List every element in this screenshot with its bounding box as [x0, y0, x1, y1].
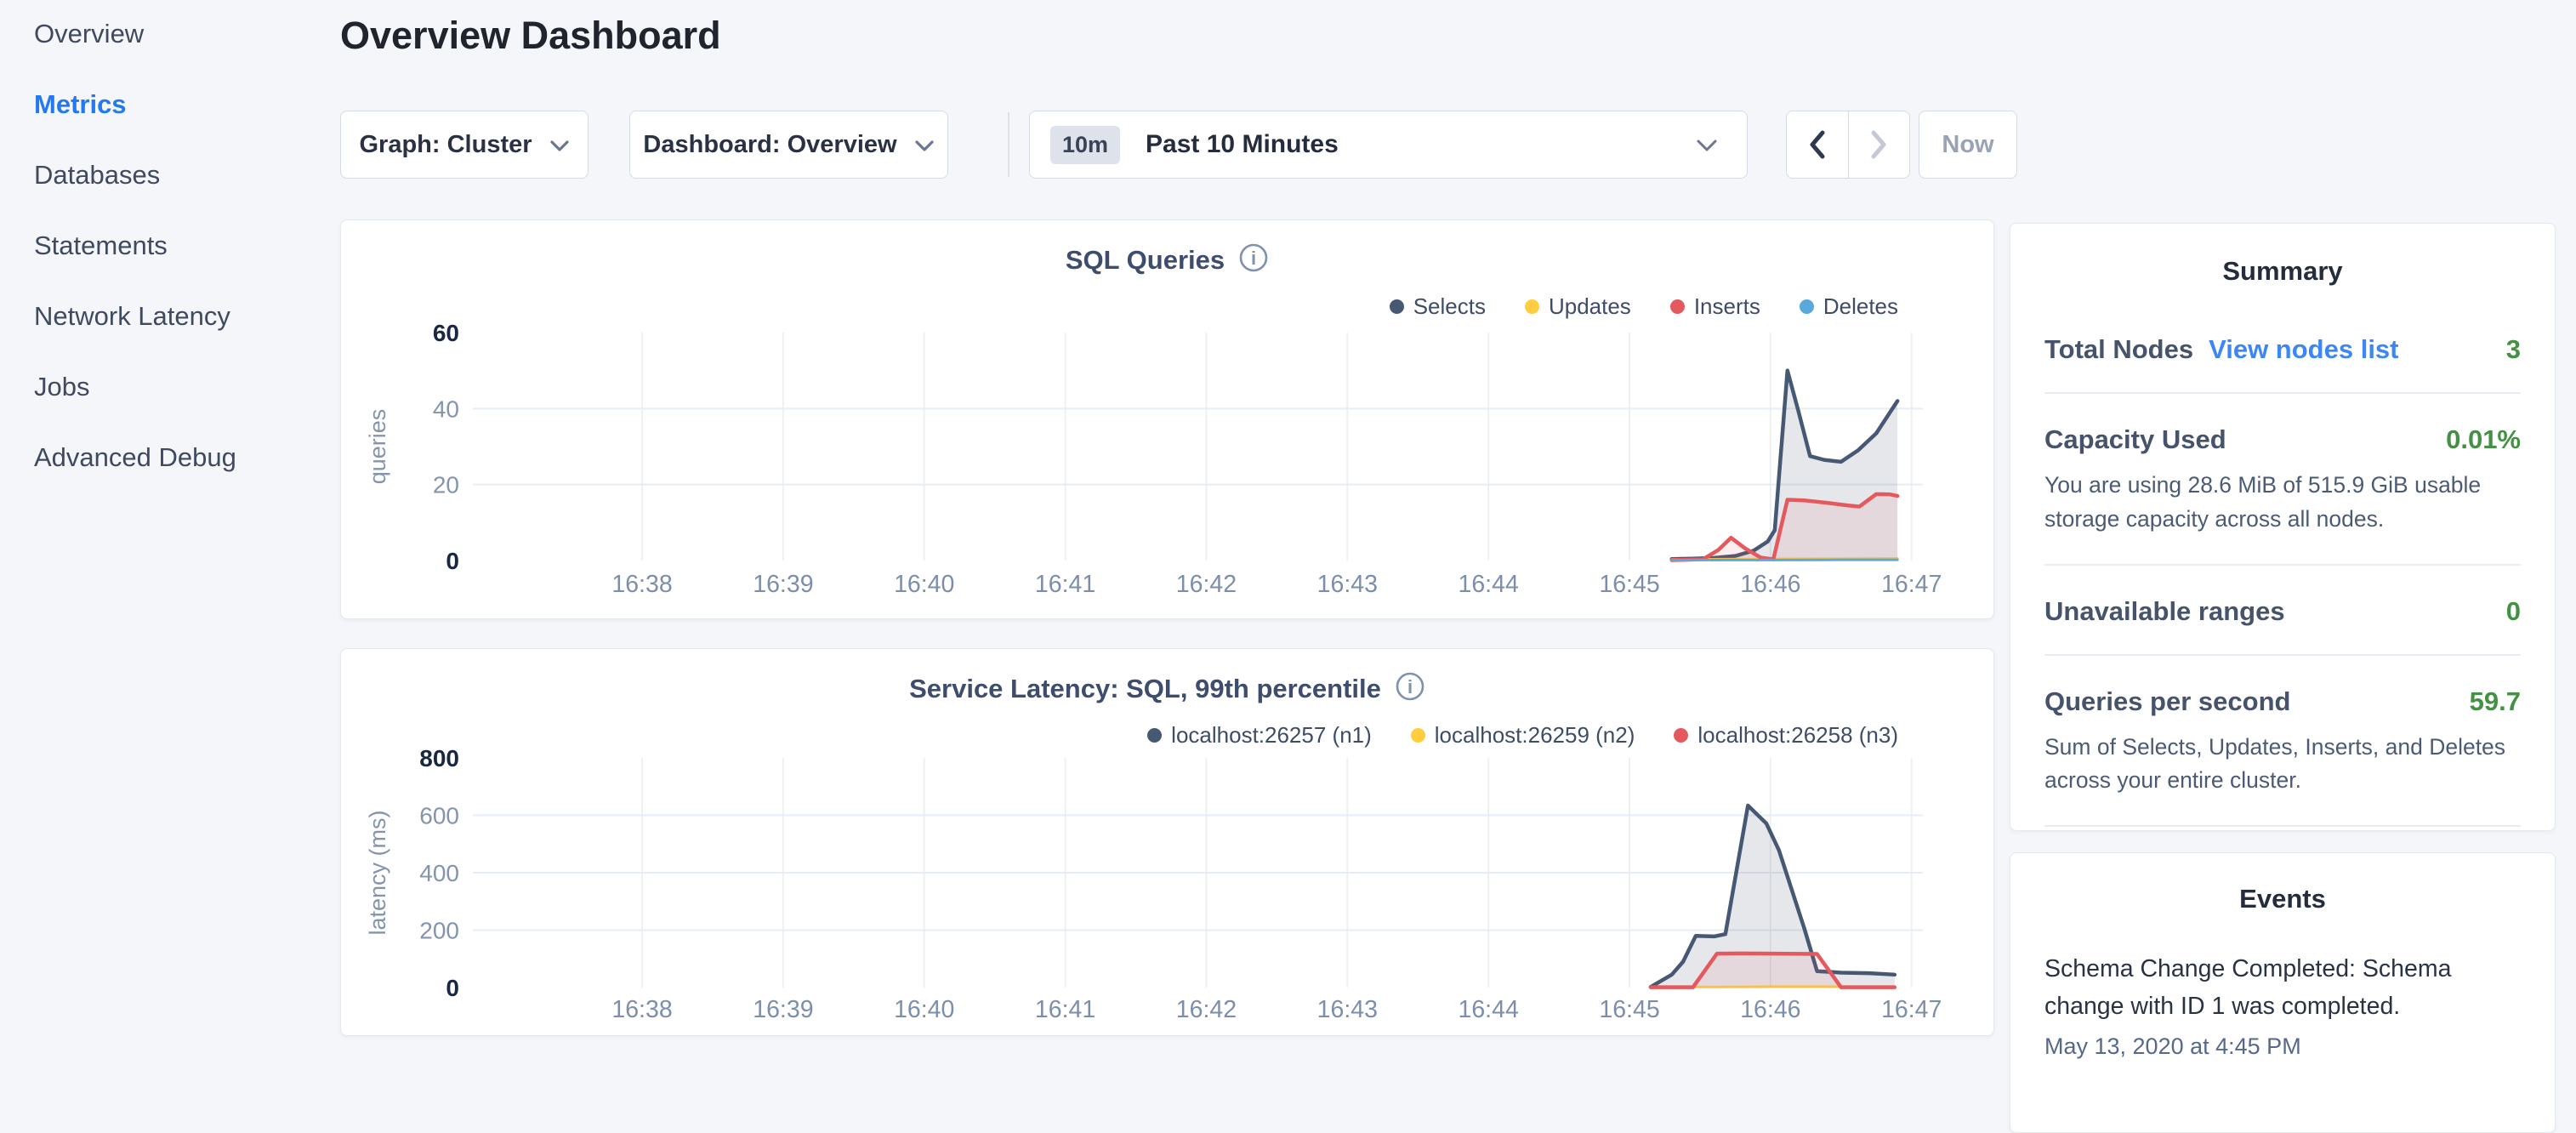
svg-text:16:45: 16:45 — [1599, 996, 1659, 1023]
sidebar-item-overview[interactable]: Overview — [34, 19, 323, 49]
svg-text:16:47: 16:47 — [1881, 571, 1942, 598]
svg-text:16:44: 16:44 — [1458, 996, 1518, 1023]
svg-text:200: 200 — [419, 918, 459, 944]
summary-row: Queries per second 59.7 — [2044, 686, 2521, 717]
svg-text:0: 0 — [446, 548, 459, 574]
summary-row-description: Sum of Selects, Updates, Inserts, and De… — [2044, 731, 2521, 799]
service-latency-chart-card: Service Latency: SQL, 99th percentile i … — [340, 648, 1994, 1036]
time-window-selector[interactable]: 10m Past 10 Minutes — [1029, 111, 1748, 179]
summary-row-value: 59.7 — [2470, 686, 2521, 717]
sidebar-item-metrics[interactable]: Metrics — [34, 89, 323, 120]
dashboard-dropdown[interactable]: Dashboard: Overview — [629, 111, 948, 179]
chevron-right-icon — [1868, 129, 1889, 160]
time-step-buttons — [1786, 111, 1910, 179]
divider — [2044, 825, 2521, 827]
sidebar: Overview Metrics Databases Statements Networ… — [34, 19, 323, 513]
svg-text:16:42: 16:42 — [1176, 996, 1237, 1023]
summary-row: Capacity Used 0.01% — [2044, 424, 2521, 455]
time-window-label: Past 10 Minutes — [1146, 130, 1339, 159]
svg-text:16:38: 16:38 — [611, 996, 672, 1023]
svg-text:16:39: 16:39 — [753, 571, 813, 598]
summary-row-label: Unavailable ranges — [2044, 596, 2285, 627]
sidebar-item-network-latency[interactable]: Network Latency — [34, 301, 323, 332]
svg-text:40: 40 — [433, 396, 459, 422]
sql-queries-plot[interactable]: 16:38 16:39 16:40 16:41 16:42 16:43 16:44 16:45… — [341, 220, 1995, 620]
svg-text:16:44: 16:44 — [1458, 571, 1518, 598]
svg-text:16:46: 16:46 — [1740, 571, 1800, 598]
svg-text:800: 800 — [419, 745, 459, 771]
sidebar-item-statements[interactable]: Statements — [34, 231, 323, 261]
svg-text:16:40: 16:40 — [894, 571, 954, 598]
svg-text:400: 400 — [419, 860, 459, 886]
chevron-left-icon — [1807, 129, 1828, 160]
svg-text:0: 0 — [446, 975, 459, 1001]
graph-dropdown[interactable]: Graph: Cluster — [340, 111, 589, 179]
time-window-badge: 10m — [1050, 126, 1120, 164]
chevron-down-icon — [914, 131, 935, 159]
svg-text:60: 60 — [433, 320, 459, 346]
svg-text:latency (ms): latency (ms) — [365, 810, 390, 935]
dashboard-dropdown-label: Dashboard: Overview — [643, 131, 896, 159]
chevron-down-icon — [549, 131, 570, 159]
step-forward-button[interactable] — [1849, 111, 1910, 178]
sql-queries-chart-card: SQL Queries i SelectsUpdatesInsertsDelet… — [340, 219, 1994, 619]
chevron-down-icon — [1696, 131, 1718, 159]
view-nodes-list-link[interactable]: View nodes list — [2209, 334, 2398, 365]
events-title: Events — [2044, 884, 2521, 914]
summary-row-value: 3 — [2506, 334, 2521, 365]
svg-text:16:42: 16:42 — [1176, 571, 1237, 598]
summary-row-label: Queries per second — [2044, 686, 2290, 717]
controls-divider — [1008, 112, 1009, 177]
svg-text:16:43: 16:43 — [1317, 571, 1378, 598]
event-text: Schema Change Completed: Schema change w… — [2044, 950, 2521, 1025]
svg-text:600: 600 — [419, 803, 459, 829]
summary-title: Summary — [2044, 256, 2521, 287]
svg-text:16:40: 16:40 — [894, 996, 954, 1023]
svg-text:16:43: 16:43 — [1317, 996, 1378, 1023]
svg-text:16:41: 16:41 — [1035, 996, 1095, 1023]
divider — [2044, 392, 2521, 394]
summary-row: Unavailable ranges 0 — [2044, 596, 2521, 627]
service-latency-plot[interactable]: 16:38 16:39 16:40 16:41 16:42 16:43 16:44 16:45… — [341, 649, 1995, 1037]
events-panel: Events Schema Change Completed: Schema c… — [2010, 852, 2556, 1133]
summary-row-label: Capacity Used — [2044, 424, 2226, 455]
page-title: Overview Dashboard — [340, 14, 721, 58]
divider — [2044, 654, 2521, 656]
now-button[interactable]: Now — [1919, 111, 2017, 179]
summary-row-value: 0.01% — [2446, 424, 2521, 455]
step-back-button[interactable] — [1787, 111, 1849, 178]
svg-text:16:46: 16:46 — [1740, 996, 1800, 1023]
sidebar-item-jobs[interactable]: Jobs — [34, 372, 323, 402]
svg-text:16:47: 16:47 — [1881, 996, 1942, 1023]
svg-text:16:38: 16:38 — [611, 571, 672, 598]
svg-text:20: 20 — [433, 472, 459, 498]
summary-panel: Summary Total Nodes View nodes list 3 Capac… — [2010, 223, 2556, 831]
event-timestamp: May 13, 2020 at 4:45 PM — [2044, 1033, 2521, 1060]
summary-row-label: Total Nodes — [2044, 334, 2193, 365]
sidebar-item-advanced-debug[interactable]: Advanced Debug — [34, 442, 323, 473]
summary-row: Total Nodes View nodes list 3 — [2044, 334, 2521, 365]
svg-text:16:41: 16:41 — [1035, 571, 1095, 598]
svg-text:16:39: 16:39 — [753, 996, 813, 1023]
summary-row-value: 0 — [2506, 596, 2521, 627]
svg-text:16:45: 16:45 — [1599, 571, 1659, 598]
sidebar-item-databases[interactable]: Databases — [34, 160, 323, 191]
summary-row-description: You are using 28.6 MiB of 515.9 GiB usab… — [2044, 469, 2521, 537]
graph-dropdown-label: Graph: Cluster — [359, 131, 532, 159]
divider — [2044, 564, 2521, 566]
svg-text:queries: queries — [365, 409, 390, 485]
